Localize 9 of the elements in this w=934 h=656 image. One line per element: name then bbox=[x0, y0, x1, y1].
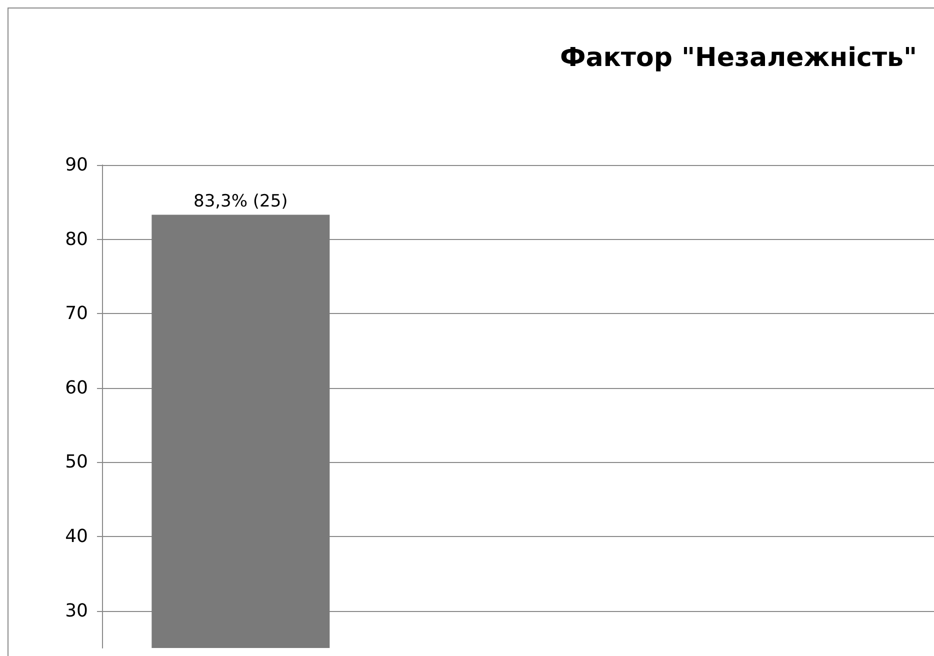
y-tick-label: 70 bbox=[65, 303, 88, 324]
y-tick-label: 40 bbox=[65, 526, 88, 548]
data-label: 83,3% (25) bbox=[194, 191, 288, 212]
y-tick-label: 60 bbox=[65, 377, 88, 398]
y-tick-label: 50 bbox=[65, 452, 88, 473]
y-tick-label: 80 bbox=[65, 228, 88, 250]
y-tick-label: 90 bbox=[65, 154, 88, 176]
chart-title: Фактор "Незалежність" bbox=[560, 43, 918, 73]
y-tick-label: 30 bbox=[65, 600, 88, 622]
